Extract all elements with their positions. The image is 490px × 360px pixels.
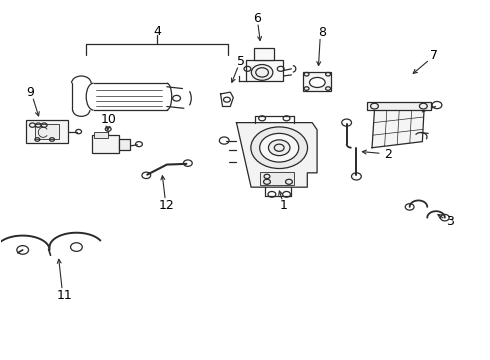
Bar [303, 72, 331, 91]
Bar [35, 125, 59, 139]
Bar [26, 120, 68, 143]
Bar [367, 102, 431, 110]
Text: 9: 9 [26, 86, 34, 99]
Text: 2: 2 [384, 148, 392, 161]
Text: 4: 4 [153, 25, 161, 38]
Circle shape [251, 64, 273, 80]
Polygon shape [237, 123, 317, 187]
Circle shape [251, 127, 308, 168]
Bar [119, 139, 130, 149]
Text: 3: 3 [446, 215, 454, 228]
Text: 1: 1 [280, 199, 288, 212]
Text: 5: 5 [237, 55, 245, 68]
Text: 12: 12 [159, 199, 175, 212]
Text: 11: 11 [56, 289, 72, 302]
Circle shape [260, 134, 299, 162]
Text: 10: 10 [100, 113, 116, 126]
Text: 6: 6 [253, 12, 261, 25]
Bar [94, 132, 108, 138]
Bar [254, 48, 274, 60]
Bar [260, 172, 294, 185]
Text: 8: 8 [318, 26, 326, 39]
Polygon shape [372, 105, 424, 148]
Circle shape [269, 140, 290, 156]
Bar [92, 135, 119, 153]
Bar [246, 60, 283, 81]
Ellipse shape [310, 77, 325, 87]
Text: 7: 7 [430, 49, 438, 62]
